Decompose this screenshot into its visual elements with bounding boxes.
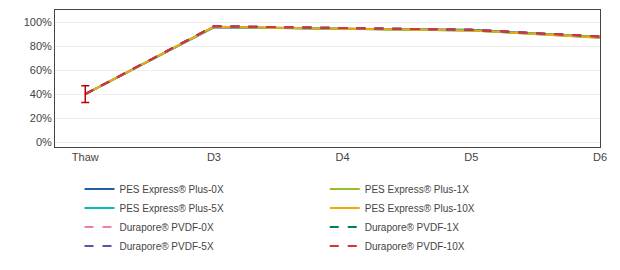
svg-text:60%: 60% [30, 64, 52, 76]
svg-text:PES Express® Plus-1X: PES Express® Plus-1X [365, 184, 469, 195]
svg-text:D3: D3 [207, 151, 221, 163]
svg-text:80%: 80% [30, 40, 52, 52]
svg-text:Thaw: Thaw [72, 151, 99, 163]
svg-text:Durapore® PVDF-0X: Durapore® PVDF-0X [120, 222, 214, 233]
svg-text:D5: D5 [464, 151, 478, 163]
svg-text:20%: 20% [30, 112, 52, 124]
svg-text:Durapore® PVDF-10X: Durapore® PVDF-10X [365, 241, 465, 252]
svg-text:PES Express® Plus-5X: PES Express® Plus-5X [120, 203, 224, 214]
svg-text:PES Express® Plus-10X: PES Express® Plus-10X [365, 203, 475, 214]
svg-text:PES Express® Plus-0X: PES Express® Plus-0X [120, 184, 224, 195]
svg-text:40%: 40% [30, 88, 52, 100]
svg-text:100%: 100% [24, 16, 52, 28]
svg-text:Durapore® PVDF-5X: Durapore® PVDF-5X [120, 241, 214, 252]
svg-text:D4: D4 [336, 151, 350, 163]
svg-text:0%: 0% [36, 136, 52, 148]
svg-text:Durapore® PVDF-1X: Durapore® PVDF-1X [365, 222, 459, 233]
svg-text:D6: D6 [593, 151, 607, 163]
